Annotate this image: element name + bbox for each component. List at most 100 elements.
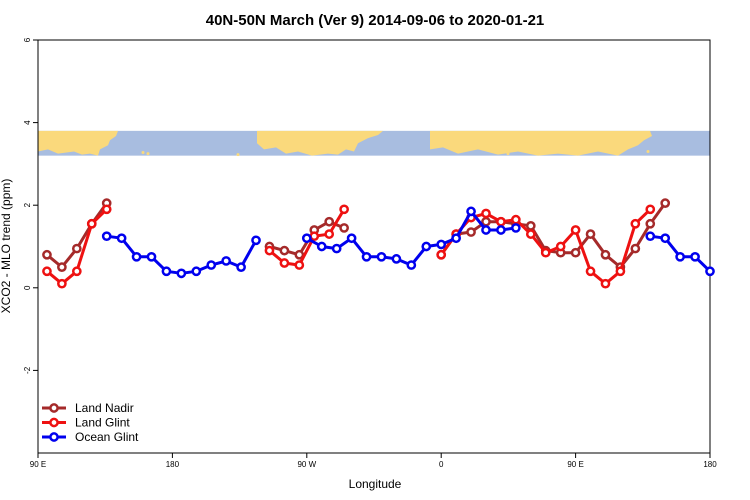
data-point	[324, 216, 335, 227]
x-tick-label: 90 E	[567, 460, 583, 469]
x-tick-label: 180	[166, 460, 180, 469]
data-point	[376, 251, 387, 262]
data-point	[615, 266, 626, 277]
y-tick-label: 2	[23, 202, 32, 207]
legend-label: Land Nadir	[75, 401, 134, 415]
data-point	[191, 266, 202, 277]
data-point	[331, 243, 342, 254]
data-point	[496, 225, 506, 235]
data-point	[161, 266, 172, 277]
data-point	[436, 249, 447, 260]
data-point	[206, 260, 217, 270]
data-point	[42, 249, 52, 260]
data-point	[645, 204, 656, 215]
map-band	[38, 130, 710, 157]
data-point	[251, 235, 261, 246]
data-point	[324, 229, 335, 239]
series-ocean-glint	[101, 206, 715, 279]
data-point	[540, 247, 551, 258]
data-point	[221, 256, 232, 266]
legend-marker	[49, 403, 59, 413]
data-point	[496, 216, 506, 227]
x-tick-label: 180	[703, 460, 717, 469]
data-point	[481, 208, 491, 219]
data-point	[71, 243, 82, 254]
y-tick-label: 0	[23, 285, 32, 290]
data-point	[176, 268, 187, 279]
series-line	[106, 234, 258, 275]
map-island-2	[646, 150, 650, 154]
data-point	[339, 204, 349, 215]
legend-marker	[49, 432, 59, 442]
data-point	[585, 229, 596, 239]
series-line	[46, 202, 108, 269]
data-point	[101, 231, 112, 242]
data-point	[406, 260, 417, 270]
data-point	[294, 249, 305, 260]
x-axis: 90 E 180 90 W 0 90 E 180	[30, 453, 717, 469]
data-point	[645, 231, 656, 242]
data-point	[630, 218, 641, 229]
data-point	[600, 278, 611, 289]
data-point	[279, 245, 290, 256]
data-point	[339, 223, 349, 233]
data-point	[660, 198, 671, 208]
x-tick-label: 90 E	[30, 460, 46, 469]
y-tick-label: 6	[23, 37, 32, 42]
y-axis-label: XCO2 - MLO trend (ppm)	[0, 179, 13, 314]
map-land-0	[38, 130, 118, 156]
data-point	[316, 241, 327, 252]
map-island-0	[141, 151, 145, 155]
data-point	[690, 251, 700, 262]
data-point	[645, 218, 656, 229]
data-point	[466, 227, 476, 237]
y-tick-label: 4	[23, 120, 32, 125]
data-point	[264, 245, 275, 256]
data-point	[57, 278, 67, 289]
data-point	[301, 233, 312, 244]
data-point	[570, 225, 581, 235]
map-island-3	[506, 152, 510, 156]
data-point	[57, 262, 67, 272]
data-point	[451, 233, 461, 244]
data-point	[146, 251, 157, 262]
data-point	[279, 258, 290, 268]
data-point	[675, 251, 685, 262]
data-point	[511, 214, 521, 225]
data-point	[525, 229, 536, 239]
data-point	[511, 223, 521, 233]
data-point	[131, 251, 142, 262]
plot-frame	[37, 39, 711, 454]
map-land-2	[430, 130, 652, 156]
x-tick-label: 90 W	[297, 460, 316, 469]
data-point	[86, 218, 97, 229]
chart-title: 40N-50N March (Ver 9) 2014-09-06 to 2020…	[206, 12, 545, 29]
data-point	[101, 204, 112, 215]
x-tick-label: 0	[439, 460, 444, 469]
data-point	[466, 206, 476, 217]
map-land-1	[257, 130, 383, 156]
data-point	[346, 233, 357, 244]
data-point	[116, 233, 127, 244]
series-layer	[42, 198, 715, 289]
data-point	[585, 266, 596, 277]
data-point	[391, 254, 402, 264]
series-line	[439, 202, 667, 269]
data-point	[481, 225, 491, 235]
data-point	[236, 262, 246, 272]
y-tick-label: -2	[23, 366, 32, 374]
data-point	[660, 233, 671, 244]
data-point	[705, 266, 715, 277]
data-point	[309, 231, 320, 242]
data-point	[42, 266, 52, 277]
data-point	[71, 266, 82, 277]
data-point	[555, 241, 566, 252]
data-point	[630, 243, 641, 254]
legend-label: Ocean Glint	[75, 430, 139, 444]
data-point	[525, 221, 536, 231]
series-land-glint	[42, 204, 656, 289]
data-point	[361, 251, 372, 262]
data-point	[421, 241, 432, 252]
